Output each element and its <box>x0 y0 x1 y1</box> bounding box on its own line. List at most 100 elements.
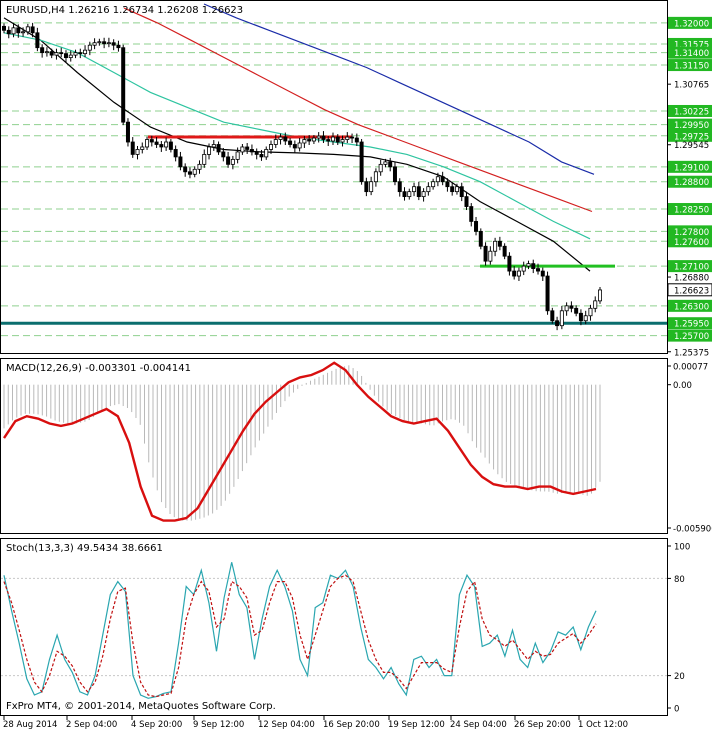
macd-title: MACD(12,26,9) -0.003301 -0.004141 <box>6 363 191 374</box>
candle <box>445 178 450 192</box>
price-label-box <box>668 175 712 188</box>
bear-candle-body <box>6 29 11 35</box>
bull-candle-body <box>83 49 88 55</box>
candle <box>21 27 26 37</box>
candle <box>106 37 111 48</box>
price-label-box <box>668 235 712 248</box>
time-tick-label: 16 Sep 20:00 <box>323 720 380 730</box>
candle <box>397 178 402 197</box>
stoch-tick-label: 100 <box>674 543 690 553</box>
bear-candle-body <box>292 144 297 149</box>
time-tick-label: 12 Sep 04:00 <box>258 720 315 730</box>
bear-candle-body <box>450 186 455 193</box>
bear-candle-body <box>130 141 135 155</box>
price-tick-label: 1.28800 <box>674 178 709 188</box>
bull-candle-body <box>135 149 140 155</box>
bull-candle-body <box>559 310 564 327</box>
candle <box>259 149 264 161</box>
candle <box>469 203 474 227</box>
candle <box>121 44 126 126</box>
bull-candle-body <box>311 137 316 142</box>
candle <box>426 182 431 196</box>
candle <box>350 133 355 144</box>
bear-candle-body <box>502 245 507 257</box>
candle <box>178 151 183 171</box>
macd-tick-label: 0.00 <box>673 381 692 391</box>
bull-candle-body <box>383 161 388 165</box>
price-label-box <box>668 317 712 330</box>
candlesticks <box>2 22 603 331</box>
price-panel <box>0 0 668 354</box>
bull-candle-body <box>207 146 212 155</box>
bear-candle-body <box>63 53 68 59</box>
candle <box>321 131 326 144</box>
candle <box>149 135 154 147</box>
candle <box>450 182 455 196</box>
stoch-main-line <box>3 562 597 699</box>
candle <box>402 187 407 201</box>
bear-candle-body <box>478 230 483 247</box>
bull-candle-body <box>54 52 59 56</box>
stoch-panel <box>0 538 668 716</box>
bear-candle-body <box>30 26 35 34</box>
bear-candle-body <box>440 176 445 183</box>
time-tick-label: 9 Sep 12:00 <box>193 720 244 730</box>
candle <box>125 118 130 147</box>
stoch-signal-line <box>3 574 597 698</box>
current-price-box <box>667 283 712 297</box>
candle <box>507 252 512 276</box>
stoch-tick-label: 0 <box>674 705 679 715</box>
candle <box>140 142 145 154</box>
bear-candle-body <box>35 32 40 49</box>
bear-candle-body <box>78 52 83 55</box>
candle <box>226 151 231 168</box>
bear-candle-body <box>397 181 402 193</box>
candle <box>407 188 412 200</box>
price-tick-label: 1.27100 <box>674 263 709 273</box>
candle <box>364 177 369 197</box>
bull-candle-body <box>164 141 169 148</box>
candle <box>502 243 507 260</box>
candle <box>130 137 135 158</box>
macd-tick-label: 0.00077 <box>673 363 708 373</box>
bear-candle-body <box>388 161 393 168</box>
macd-panel <box>0 358 668 534</box>
copyright-footer: FxPro MT4, © 2001-2014, MetaQuotes Softw… <box>6 701 276 712</box>
candle <box>550 307 555 324</box>
bear-candle-body <box>555 320 560 327</box>
bear-candle-body <box>283 136 288 142</box>
candle <box>49 48 54 59</box>
candle <box>598 286 603 304</box>
candle <box>412 182 417 197</box>
price-tick-label: 1.25950 <box>674 320 709 330</box>
bull-candle-body <box>97 41 102 44</box>
bull-candle-body <box>235 151 240 160</box>
stoch-levels <box>1 577 667 677</box>
bull-candle-body <box>302 139 307 144</box>
bear-candle-body <box>159 144 164 148</box>
candle <box>192 166 197 178</box>
bear-candle-body <box>154 141 159 145</box>
bull-candle-body <box>269 144 274 150</box>
candle <box>183 163 188 177</box>
time-tick-label: 1 Oct 12:00 <box>578 720 628 730</box>
bull-candle-body <box>273 139 278 145</box>
candle <box>516 267 521 282</box>
bear-candle-body <box>245 146 250 150</box>
bull-candle-body <box>340 139 345 143</box>
time-tick-label: 19 Sep 12:00 <box>388 720 445 730</box>
bear-candle-body <box>350 136 355 139</box>
candle <box>454 183 459 195</box>
time-tick-label: 4 Sep 20:00 <box>131 720 182 730</box>
candle <box>574 305 579 317</box>
stoch-lines <box>3 562 597 699</box>
candle <box>59 47 64 58</box>
bear-candle-body <box>111 42 116 46</box>
candle <box>87 41 92 56</box>
candle <box>102 37 107 49</box>
bear-candle-body <box>173 149 178 158</box>
bull-candle-body <box>197 163 202 170</box>
bull-candle-body <box>25 26 30 33</box>
candle <box>145 136 150 150</box>
price-label-box <box>668 203 712 216</box>
